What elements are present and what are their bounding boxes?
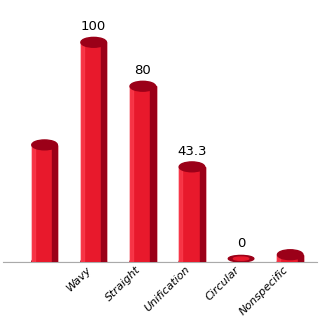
Ellipse shape (277, 257, 303, 267)
Bar (200, 167, 205, 262)
Bar (52, 145, 57, 262)
Ellipse shape (233, 257, 249, 260)
Bar (32, 145, 57, 262)
Ellipse shape (32, 257, 57, 267)
Bar (179, 167, 182, 262)
Bar (298, 255, 303, 262)
Text: 0: 0 (237, 237, 245, 250)
Bar (277, 255, 303, 262)
Text: 80: 80 (134, 64, 151, 77)
Bar (130, 86, 156, 262)
Ellipse shape (81, 257, 107, 267)
Bar (277, 255, 281, 262)
Ellipse shape (81, 37, 107, 47)
Bar (81, 42, 107, 262)
Text: 100: 100 (81, 20, 106, 34)
Ellipse shape (277, 250, 303, 260)
Bar (32, 145, 35, 262)
Ellipse shape (130, 81, 156, 91)
Bar (179, 167, 205, 262)
Bar (81, 42, 84, 262)
Ellipse shape (179, 162, 205, 172)
Text: 43.3: 43.3 (177, 145, 207, 158)
Ellipse shape (228, 255, 254, 262)
Bar (130, 86, 133, 262)
Bar (101, 42, 107, 262)
Ellipse shape (179, 257, 205, 267)
Bar (150, 86, 156, 262)
Ellipse shape (32, 140, 57, 150)
Ellipse shape (130, 257, 156, 267)
